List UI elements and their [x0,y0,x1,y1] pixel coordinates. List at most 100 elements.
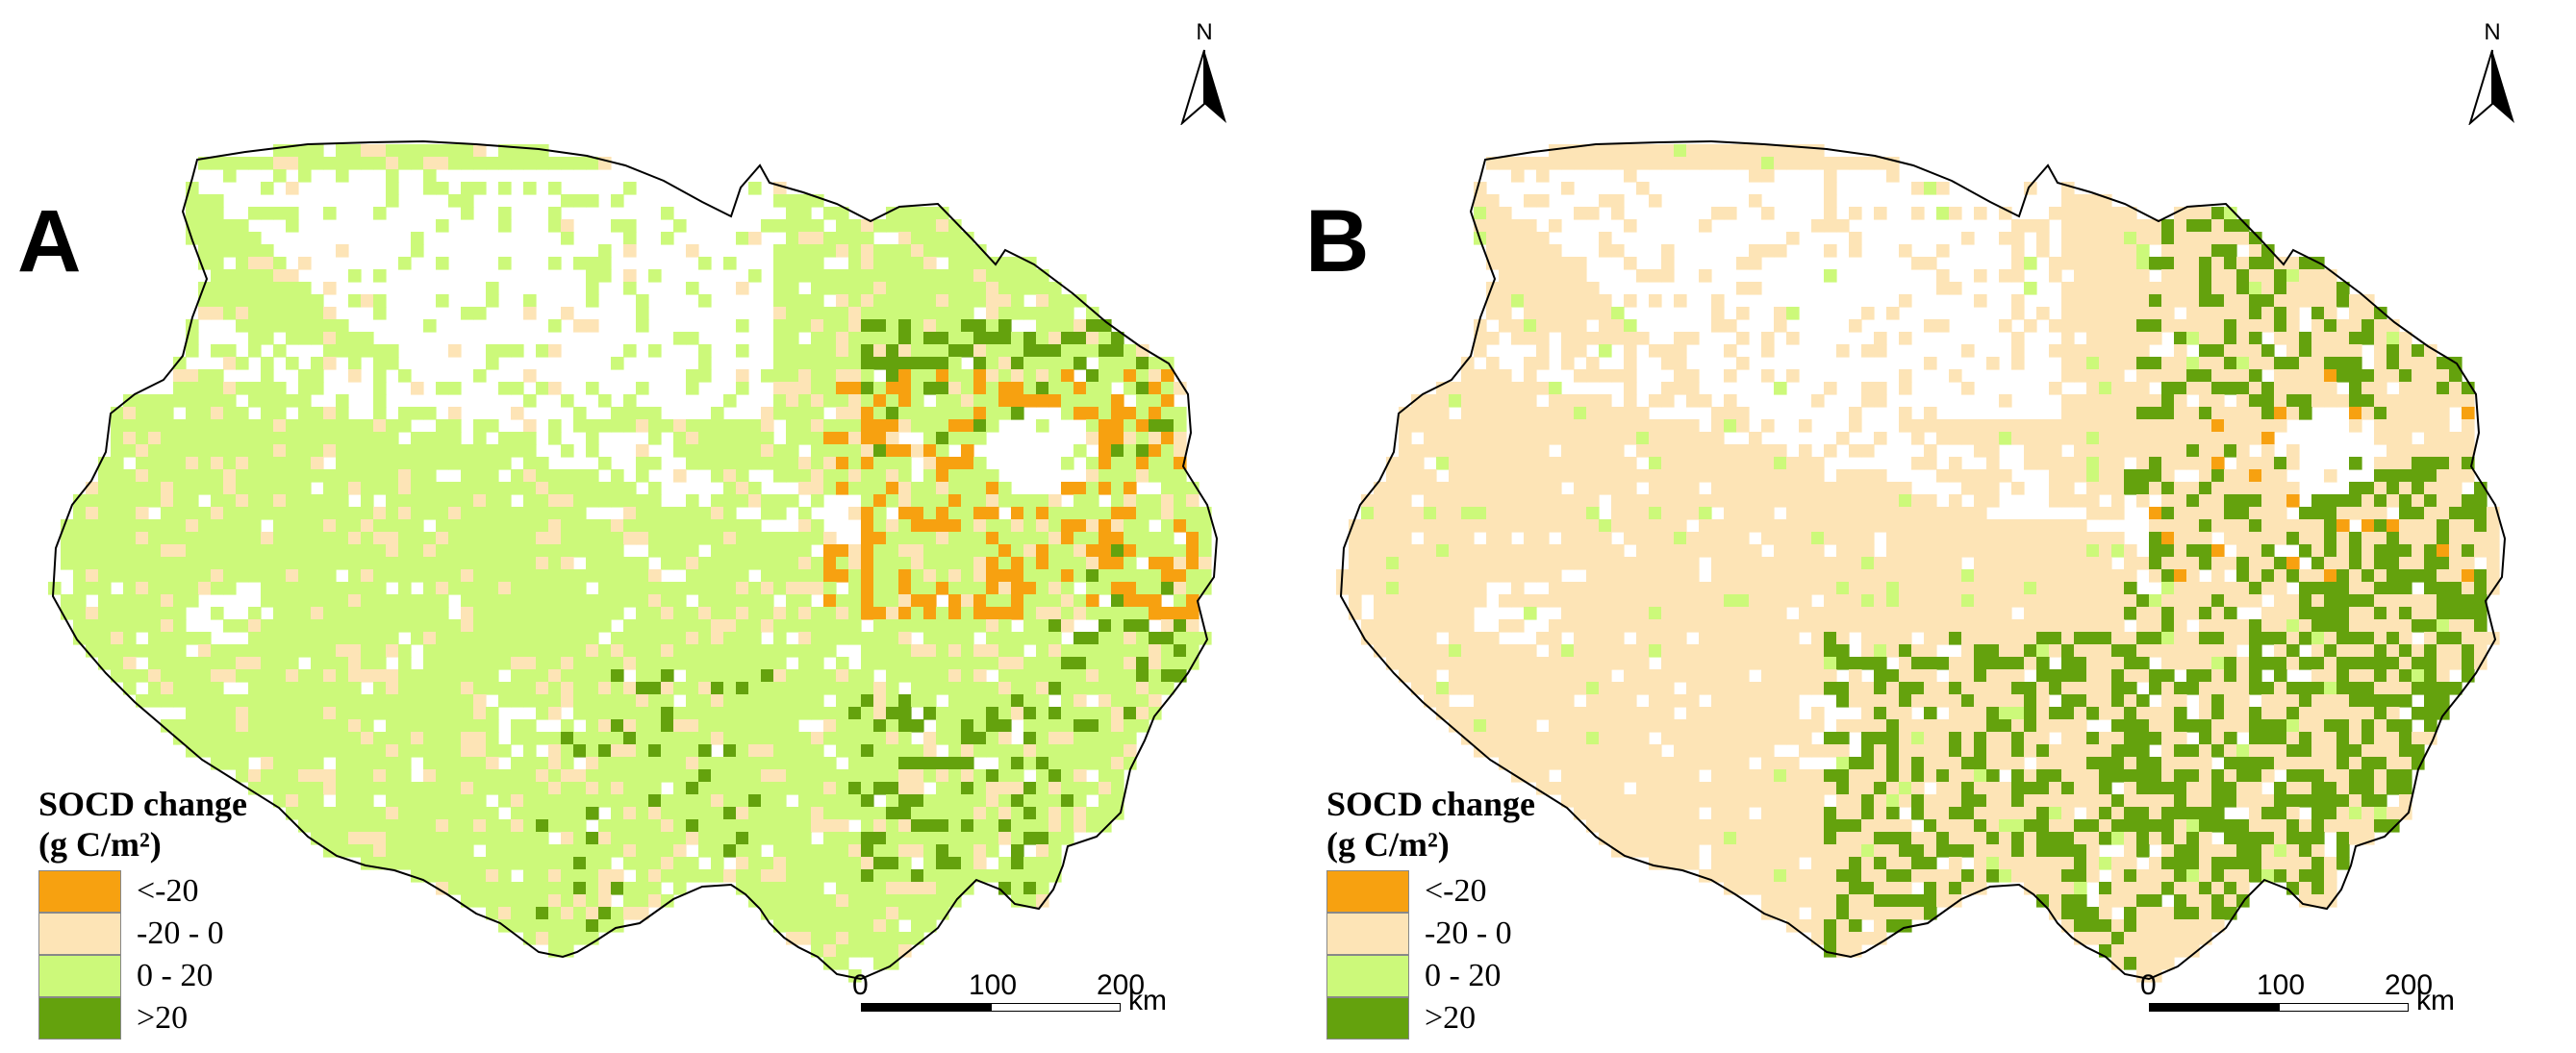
raster-cell [373,532,387,545]
raster-cell [1411,482,1425,495]
raster-cell [2412,407,2425,420]
raster-cell [298,682,312,695]
raster-cell [936,707,949,720]
raster-cell [773,669,787,683]
raster-cell [998,307,1012,320]
raster-cell [1011,869,1024,883]
raster-cell [798,582,812,595]
raster-cell [2011,307,2025,320]
raster-cell [2311,344,2325,358]
raster-cell [1949,494,1962,508]
raster-cell [348,844,362,858]
raster-cell [186,507,199,520]
raster-cell [73,519,87,533]
raster-cell [723,707,737,720]
raster-cell [2311,332,2325,345]
raster-cell [373,769,387,783]
raster-cell [511,757,524,770]
raster-cell [636,519,649,533]
raster-cell [973,432,987,445]
raster-cell [711,544,724,558]
raster-cell [1724,469,1737,483]
raster-cell [798,794,812,808]
raster-cell [373,457,387,470]
raster-cell [936,207,949,220]
raster-cell [211,394,224,408]
raster-cell [486,469,499,483]
raster-cell [448,557,462,570]
raster-cell [986,644,999,658]
raster-cell [548,907,562,920]
raster-cell [861,744,874,758]
raster-cell [948,794,962,808]
raster-cell [248,719,262,733]
raster-cell [598,819,612,833]
raster-cell [323,482,337,495]
raster-cell [661,632,674,645]
raster-cell [548,469,562,483]
raster-cell [848,632,862,645]
raster-cell [686,282,699,295]
raster-cell [823,644,837,658]
raster-cell [736,732,749,745]
raster-cell [1474,444,1487,458]
raster-cell [2199,469,2212,483]
raster-cell [686,619,699,633]
raster-cell [2161,482,2175,495]
raster-cell [1124,507,1137,520]
raster-cell [386,182,399,195]
raster-cell [898,469,912,483]
raster-cell [611,644,624,658]
raster-cell [1674,469,1687,483]
raster-cell [886,907,899,920]
raster-cell [411,407,424,420]
raster-cell [298,444,312,458]
raster-cell [636,694,649,708]
raster-cell [1099,569,1112,583]
raster-cell [886,469,899,483]
raster-cell [973,532,987,545]
raster-cell [1399,457,1412,470]
raster-cell [511,407,524,420]
raster-cell [1099,657,1112,670]
raster-cell [1524,507,1537,520]
raster-cell [2036,244,2050,258]
raster-cell [2349,507,2362,520]
raster-cell [698,557,712,570]
raster-cell [898,494,912,508]
raster-cell [786,269,799,283]
raster-cell [1449,444,1462,458]
raster-cell [523,694,537,708]
raster-cell [2149,432,2162,445]
raster-cell [773,819,787,833]
raster-cell [523,607,537,620]
raster-cell [748,619,762,633]
raster-cell [2387,444,2400,458]
raster-cell [386,569,399,583]
raster-cell [198,194,212,208]
raster-cell [1536,419,1550,433]
raster-cell [248,344,262,358]
raster-cell [386,457,399,470]
raster-cell [2299,257,2312,270]
raster-cell [811,619,824,633]
raster-cell [2311,319,2325,333]
raster-cell [2274,407,2287,420]
raster-cell [2186,482,2200,495]
raster-cell [1711,444,1725,458]
raster-cell [2374,394,2387,408]
raster-cell [698,619,712,633]
raster-cell [473,432,487,445]
raster-cell [1086,394,1099,408]
raster-cell [573,519,587,533]
raster-cell [611,219,624,233]
raster-cell [1711,294,1725,308]
raster-cell [2199,432,2212,445]
raster-cell [1549,294,1562,308]
raster-cell [1711,319,1725,333]
raster-cell [798,469,812,483]
raster-cell [1911,457,1925,470]
raster-cell [898,844,912,858]
raster-cell [2124,357,2137,370]
raster-cell [236,557,249,570]
